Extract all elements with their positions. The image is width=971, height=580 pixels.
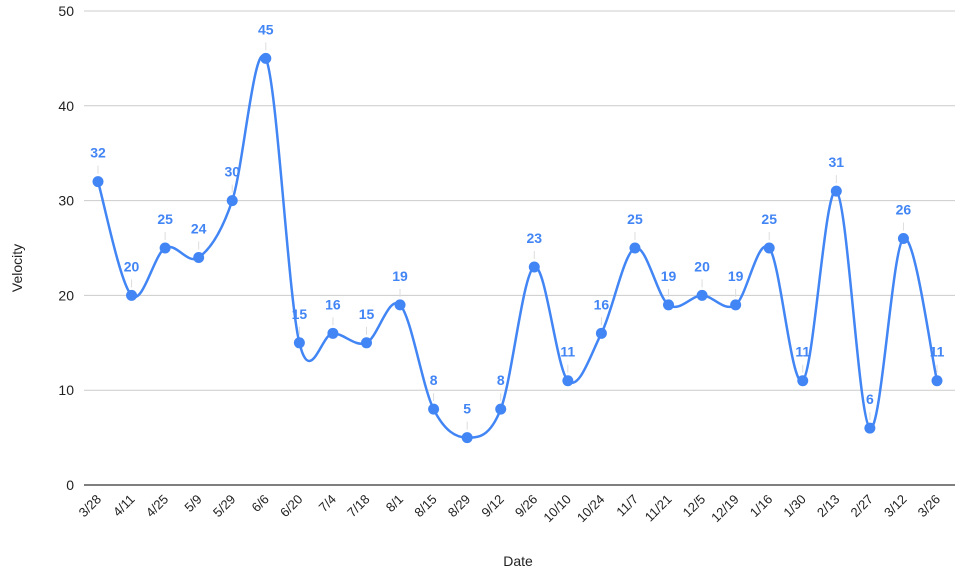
x-tick-label: 7/4 xyxy=(316,492,339,515)
x-tick-label: 6/6 xyxy=(249,492,272,515)
data-label: 11 xyxy=(560,344,575,360)
data-point[interactable] xyxy=(394,299,406,311)
data-point[interactable] xyxy=(159,242,171,254)
data-point[interactable] xyxy=(495,403,507,415)
data-label: 31 xyxy=(829,154,845,170)
data-point[interactable] xyxy=(797,375,809,387)
data-label: 11 xyxy=(795,344,810,360)
x-tick-label: 5/9 xyxy=(181,492,204,515)
data-point[interactable] xyxy=(629,242,641,254)
y-tick-label: 40 xyxy=(58,98,74,114)
x-tick-label: 8/1 xyxy=(383,492,406,515)
data-point[interactable] xyxy=(595,327,607,339)
x-tick-label: 1/30 xyxy=(780,492,809,521)
x-tick-label: 5/29 xyxy=(210,492,239,521)
data-point[interactable] xyxy=(663,299,675,311)
data-points xyxy=(92,52,943,444)
x-tick-label: 3/28 xyxy=(76,492,105,521)
data-point[interactable] xyxy=(830,185,842,197)
data-point[interactable] xyxy=(696,289,708,301)
x-tick-label: 3/26 xyxy=(915,492,944,521)
data-point[interactable] xyxy=(327,327,339,339)
x-tick-label: 10/10 xyxy=(540,492,574,526)
x-tick-label: 12/5 xyxy=(680,492,709,521)
data-point[interactable] xyxy=(126,289,138,301)
data-label: 32 xyxy=(90,145,106,161)
data-label: 15 xyxy=(359,306,375,322)
y-axis-title: Velocity xyxy=(9,244,25,292)
x-axis-ticks: 3/28 4/11 4/25 5/9 5/29 6/6 6/20 7/4 7/18 8/1 8/15… xyxy=(76,492,944,526)
data-point[interactable] xyxy=(864,422,876,434)
data-labels: 32 20 25 24 30 45 15 16 15 19 8 5 8 23 11 16 25 19 20 19 25 1… xyxy=(90,21,945,430)
x-tick-label: 8/15 xyxy=(411,492,440,521)
data-point[interactable] xyxy=(193,251,205,263)
x-tick-label: 7/18 xyxy=(344,492,373,521)
data-label: 19 xyxy=(728,268,744,284)
data-point[interactable] xyxy=(293,337,305,349)
x-tick-label: 8/29 xyxy=(445,492,474,521)
data-point[interactable] xyxy=(897,233,909,245)
data-point[interactable] xyxy=(92,176,104,188)
x-tick-label: 11/7 xyxy=(613,492,641,520)
data-label: 15 xyxy=(292,306,308,322)
x-tick-label: 4/25 xyxy=(143,492,172,521)
x-axis-title: Date xyxy=(503,553,533,569)
data-point[interactable] xyxy=(730,299,742,311)
data-label: 16 xyxy=(325,296,341,312)
data-label: 23 xyxy=(526,230,542,246)
y-tick-label: 20 xyxy=(58,287,74,303)
data-point[interactable] xyxy=(763,242,775,254)
data-label: 16 xyxy=(594,296,610,312)
data-label: 19 xyxy=(661,268,677,284)
x-tick-label: 9/12 xyxy=(478,492,507,521)
x-tick-label: 10/24 xyxy=(574,492,608,526)
data-point[interactable] xyxy=(461,432,473,444)
data-label: 25 xyxy=(157,211,173,227)
y-tick-label: 10 xyxy=(58,382,74,398)
x-tick-label: 6/20 xyxy=(277,492,306,521)
data-point[interactable] xyxy=(428,403,440,415)
data-label: 20 xyxy=(694,258,710,274)
data-label: 26 xyxy=(896,202,912,218)
data-label: 25 xyxy=(761,211,777,227)
data-point[interactable] xyxy=(360,337,372,349)
y-tick-label: 50 xyxy=(58,3,74,19)
y-tick-label: 0 xyxy=(66,477,74,493)
x-tick-label: 12/19 xyxy=(708,492,742,526)
data-point[interactable] xyxy=(931,375,943,387)
data-point[interactable] xyxy=(226,195,238,207)
data-label: 19 xyxy=(392,268,408,284)
data-point[interactable] xyxy=(528,261,540,273)
data-point[interactable] xyxy=(562,375,574,387)
data-label: 45 xyxy=(258,21,274,37)
data-point[interactable] xyxy=(260,52,272,64)
series-line xyxy=(96,54,939,439)
data-label: 25 xyxy=(627,211,643,227)
x-tick-label: 9/26 xyxy=(512,492,541,521)
data-label: 8 xyxy=(497,372,505,388)
x-tick-label: 2/27 xyxy=(847,492,876,521)
data-label: 30 xyxy=(224,164,240,180)
x-tick-label: 3/12 xyxy=(881,492,910,521)
data-label: 11 xyxy=(930,344,945,360)
data-label: 24 xyxy=(191,220,207,236)
data-label: 8 xyxy=(430,372,438,388)
data-label: 20 xyxy=(124,258,140,274)
data-label: 6 xyxy=(866,391,874,407)
y-tick-label: 30 xyxy=(58,193,74,209)
x-tick-label: 4/11 xyxy=(110,492,138,520)
x-tick-label: 1/16 xyxy=(747,492,776,521)
x-tick-label: 2/13 xyxy=(814,492,843,521)
x-tick-label: 11/21 xyxy=(642,492,675,525)
data-label: 5 xyxy=(463,401,471,417)
y-axis-ticks: 0 10 20 30 40 50 xyxy=(58,3,74,493)
